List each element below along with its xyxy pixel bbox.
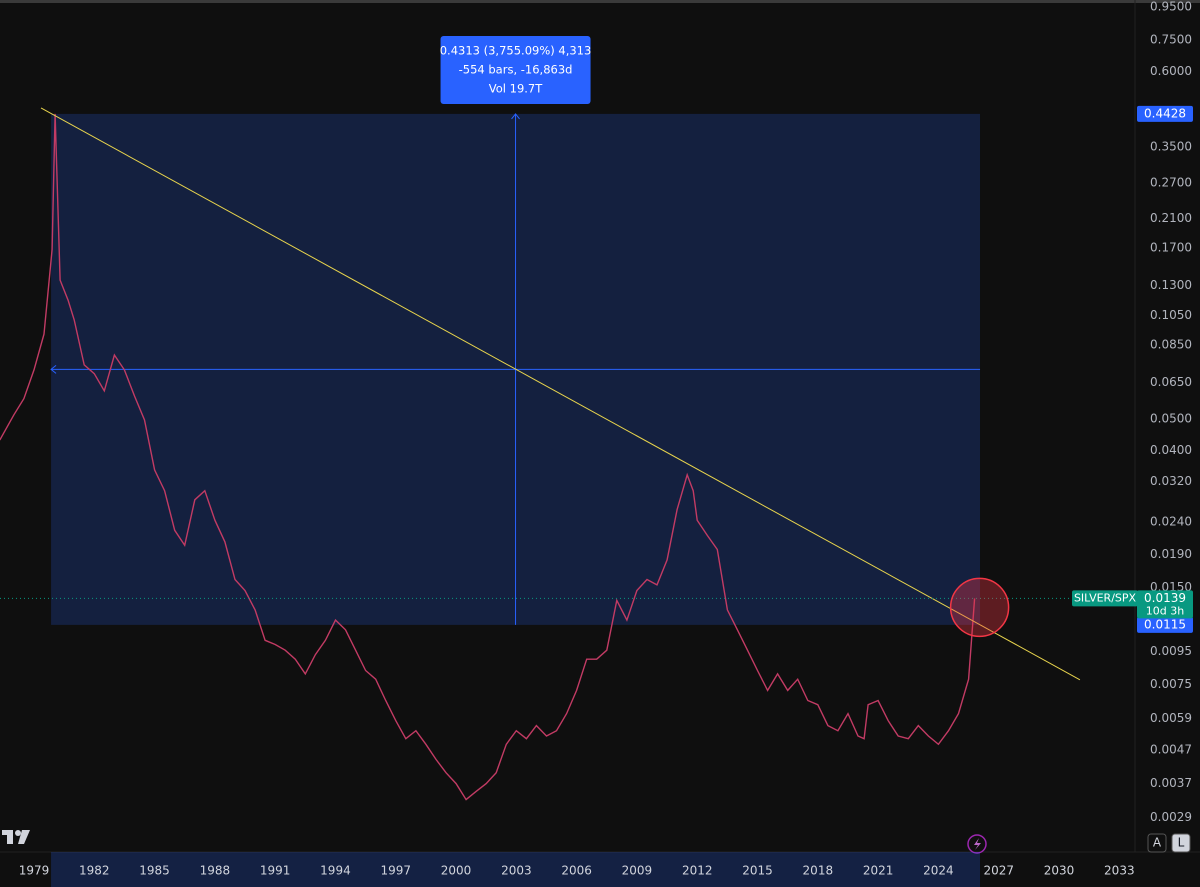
scale-button-label: L: [1178, 836, 1185, 850]
scale-button[interactable]: [1171, 833, 1191, 853]
top-border: [0, 0, 1200, 3]
y-tick-label: 0.0320: [1150, 474, 1192, 488]
icon-bolt: [974, 838, 981, 850]
x-tick-label: 2033: [1104, 864, 1135, 878]
y-tick-label: 0.3500: [1150, 139, 1192, 153]
replay-icon[interactable]: [967, 834, 987, 854]
measure-arrow-left: [50, 364, 57, 374]
measure-arrow-up: [511, 113, 520, 120]
y-tick-label: 0.0650: [1150, 375, 1192, 389]
y-tick-label: 0.0037: [1150, 776, 1192, 790]
x-tick-label: 1979: [19, 864, 50, 878]
y-tick-label: 0.1300: [1150, 278, 1192, 292]
icon-ring: [967, 834, 987, 854]
trendline: [40, 107, 1081, 681]
x-tick-label: 2021: [863, 864, 894, 878]
measure-tooltip: [440, 36, 591, 104]
x-tick-label: 1988: [200, 864, 231, 878]
x-tick-label: 1991: [260, 864, 291, 878]
x-tick-label: 1994: [320, 864, 351, 878]
price-line: [0, 113, 976, 801]
last-price-tag: [1137, 590, 1193, 619]
x-tick-label: 1982: [79, 864, 110, 878]
x-tick-label: 2027: [983, 864, 1014, 878]
countdown-label: 10d 3h: [1146, 604, 1184, 617]
price-marker: [1137, 105, 1193, 122]
x-tick-label: 2006: [561, 864, 592, 878]
price-marker-label: 0.0115: [1144, 617, 1186, 631]
y-tick-label: 0.7500: [1150, 33, 1192, 47]
y-tick-label: 0.0240: [1150, 514, 1192, 528]
y-tick-label: 0.0190: [1150, 547, 1192, 561]
x-tick-label: 1997: [380, 864, 411, 878]
y-tick-label: 0.0850: [1150, 337, 1192, 351]
y-tick-label: 0.2100: [1150, 211, 1192, 225]
price-marker: [1137, 616, 1193, 633]
x-tick-label: 2015: [742, 864, 773, 878]
logo-part: [7, 830, 13, 844]
x-tick-label: 1985: [139, 864, 170, 878]
y-tick-label: 0.9500: [1150, 0, 1192, 14]
last-price-label: 0.0139: [1144, 591, 1186, 605]
y-tick-label: 0.6000: [1150, 64, 1192, 78]
y-tick-label: 0.0075: [1150, 677, 1192, 691]
price-marker-label: 0.4428: [1144, 106, 1186, 120]
y-tick-label: 0.2700: [1150, 176, 1192, 190]
highlight-circle: [949, 577, 1010, 638]
x-tick-label: 2003: [501, 864, 532, 878]
tooltip-line: -554 bars, -16,863d: [459, 63, 573, 77]
y-tick-label: 0.0029: [1150, 810, 1192, 824]
y-tick-label: 0.0400: [1150, 443, 1192, 457]
y-tick-label: 0.0500: [1150, 412, 1192, 426]
x-tick-label: 2024: [923, 864, 954, 878]
symbol-label: SILVER/SPX: [1074, 591, 1137, 604]
logo-part: [15, 830, 21, 836]
logo-part: [18, 830, 30, 844]
x-tick-label: 2009: [622, 864, 653, 878]
y-tick-label: 0.0095: [1150, 644, 1192, 658]
time-range-highlight: [51, 852, 981, 887]
symbol-tag: [1072, 590, 1138, 607]
x-tick-label: 2030: [1044, 864, 1075, 878]
y-tick-label: 0.0047: [1150, 743, 1192, 757]
x-tick-label: 2018: [803, 864, 834, 878]
x-tick-label: 2000: [441, 864, 472, 878]
y-tick-label: 0.0059: [1150, 711, 1192, 725]
tooltip-line: 0.4313 (3,755.09%) 4,313: [440, 44, 592, 58]
tooltip-line: Vol 19.7T: [489, 82, 543, 96]
x-tick-label: 2012: [682, 864, 713, 878]
scale-button-label: A: [1153, 836, 1162, 850]
tradingview-logo: [2, 830, 30, 844]
y-tick-label: 0.1050: [1150, 308, 1192, 322]
y-tick-label: 0.1700: [1150, 240, 1192, 254]
scale-button[interactable]: [1147, 833, 1167, 853]
